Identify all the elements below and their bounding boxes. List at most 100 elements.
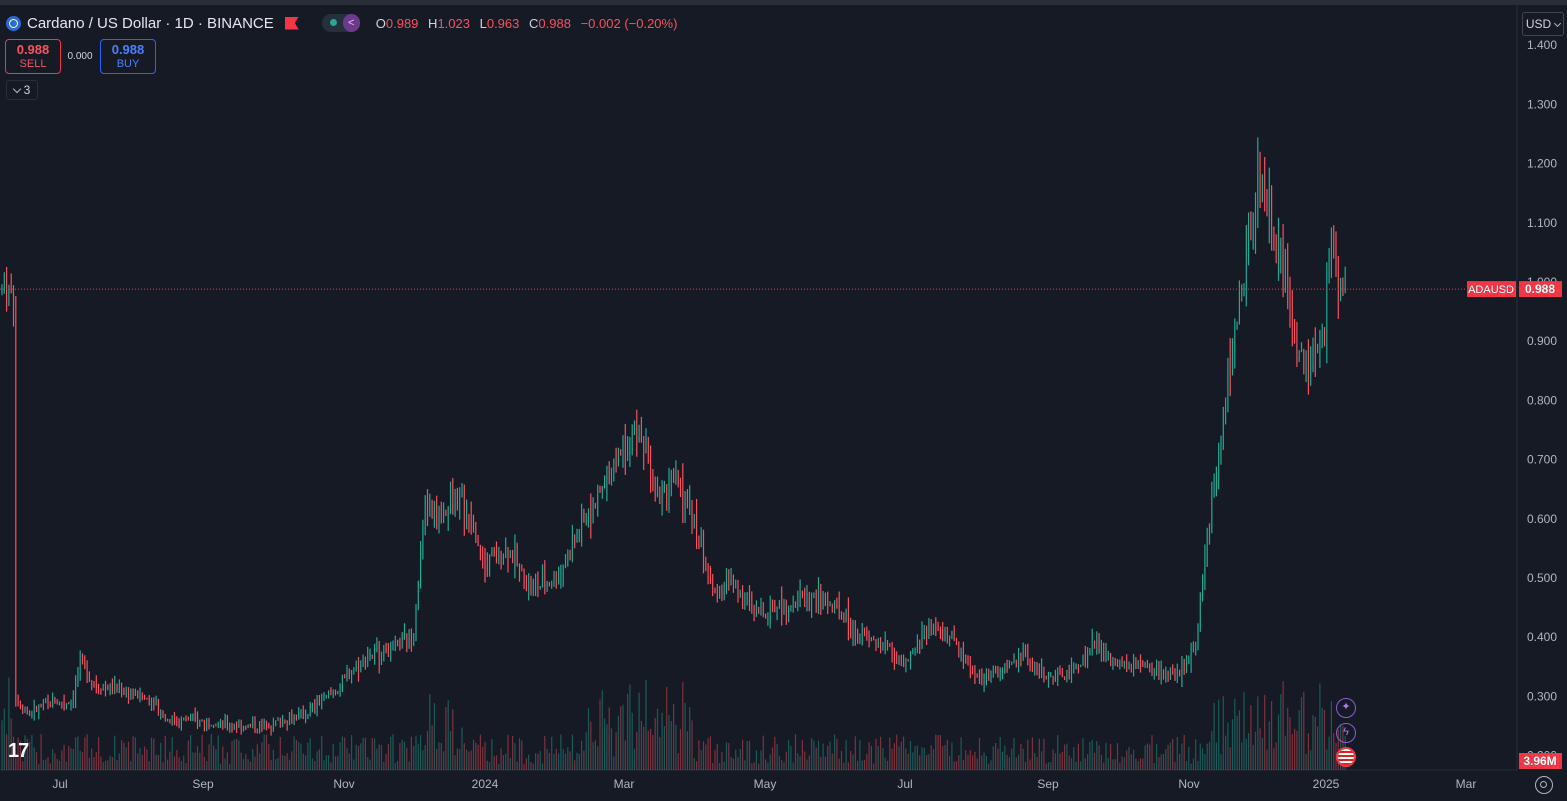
volume-bar xyxy=(1052,749,1054,770)
volume-bar xyxy=(311,758,314,770)
volume-bar xyxy=(528,754,530,770)
volume-bar xyxy=(114,735,116,770)
volume-bar xyxy=(636,731,638,770)
price-chart[interactable]: 1.4001.3001.2001.1001.0000.9000.8000.700… xyxy=(0,5,1567,801)
sell-button[interactable]: 0.988 SELL xyxy=(5,39,61,74)
volume-bar xyxy=(629,684,631,770)
volume-bar xyxy=(424,745,426,770)
buy-button[interactable]: 0.988 BUY xyxy=(100,39,156,74)
volume-bar xyxy=(1087,754,1089,770)
volume-bar xyxy=(1305,753,1307,770)
volume-bar xyxy=(1280,694,1282,770)
volume-bar xyxy=(781,760,783,770)
volume-bar xyxy=(606,724,608,770)
volume-bar xyxy=(679,729,682,770)
volume-bar xyxy=(1289,717,1291,770)
volume-bar xyxy=(164,735,166,770)
volume-bar xyxy=(121,740,123,770)
volume-bar xyxy=(406,747,408,770)
volume-bar xyxy=(58,760,61,770)
volume-bar xyxy=(817,740,820,770)
volume-bar xyxy=(583,750,585,770)
volume-bar xyxy=(484,741,486,770)
us-flag-event-icon[interactable] xyxy=(1336,747,1356,767)
volume-bar xyxy=(815,747,817,770)
volume-bar xyxy=(387,743,389,770)
open-value: 0.989 xyxy=(385,15,419,31)
volume-bar xyxy=(719,762,721,770)
volume-bar xyxy=(737,757,739,770)
volume-bar xyxy=(1333,733,1335,770)
volume-bar xyxy=(928,754,930,770)
tradingview-logo[interactable]: 17 xyxy=(8,740,29,762)
volume-bar xyxy=(958,755,960,770)
volume-bar xyxy=(930,745,932,770)
volume-bar xyxy=(852,754,854,770)
volume-bar xyxy=(153,738,155,770)
volume-bar xyxy=(231,741,233,770)
volume-bar xyxy=(905,748,907,770)
flag-icon[interactable] xyxy=(284,16,299,30)
volume-bar xyxy=(240,752,242,770)
volume-bar xyxy=(1229,747,1231,770)
volume-bar xyxy=(854,736,856,770)
volume-bar xyxy=(562,749,564,770)
volume-bar xyxy=(68,745,70,770)
volume-bar xyxy=(859,739,861,770)
volume-bar xyxy=(866,753,868,770)
volume-bar xyxy=(1199,743,1201,770)
volume-bar xyxy=(1314,716,1316,770)
volume-bar xyxy=(1172,739,1174,770)
volume-bar xyxy=(148,761,150,770)
volume-bar xyxy=(95,752,97,770)
volume-bar xyxy=(52,749,54,770)
volume-bar xyxy=(1121,756,1123,770)
volume-bar xyxy=(190,735,192,770)
volume-bar xyxy=(417,743,419,770)
lightning-event-icon[interactable]: ϟ xyxy=(1336,723,1356,743)
volume-bar xyxy=(70,748,72,770)
volume-bar xyxy=(429,694,431,770)
volume-bar xyxy=(774,736,776,770)
volume-bar xyxy=(1307,733,1309,770)
volume-bar xyxy=(721,752,723,770)
volume-bar xyxy=(1018,754,1020,770)
market-status-pill[interactable]: < xyxy=(321,14,360,32)
volume-bar xyxy=(691,720,693,770)
sparkle-event-icon[interactable]: ✦ xyxy=(1336,698,1356,718)
volume-bar xyxy=(620,706,622,770)
volume-bar xyxy=(771,747,774,770)
volume-bar xyxy=(242,759,245,770)
volume-bar xyxy=(397,760,399,770)
indicators-toggle-button[interactable]: 3 xyxy=(6,80,38,100)
volume-bar xyxy=(1084,758,1086,770)
volume-bar xyxy=(399,743,401,770)
volume-bar xyxy=(104,760,107,770)
volume-bar xyxy=(1300,697,1303,770)
volume-bar xyxy=(247,759,249,770)
volume-bar xyxy=(337,755,339,770)
currency-select[interactable]: USD xyxy=(1522,12,1564,36)
volume-bar xyxy=(362,737,364,770)
volume-bar xyxy=(512,735,514,770)
volume-bar xyxy=(656,708,659,770)
volume-bar xyxy=(376,748,378,770)
volume-bar xyxy=(748,740,751,770)
volume-bar xyxy=(132,736,134,770)
volume-bar xyxy=(880,736,882,770)
settings-gear-icon[interactable] xyxy=(1535,776,1553,794)
volume-bar xyxy=(109,755,111,770)
volume-bar xyxy=(1064,744,1066,770)
volume-bar xyxy=(169,751,171,770)
volume-bar xyxy=(604,718,606,770)
symbol-title[interactable]: Cardano / US Dollar · 1D · BINANCE xyxy=(27,14,274,32)
volume-bar xyxy=(1110,744,1112,770)
volume-bar xyxy=(834,734,836,770)
share-icon[interactable]: < xyxy=(342,14,360,32)
volume-bar xyxy=(157,755,159,770)
volume-bar xyxy=(277,757,279,770)
volume-bar xyxy=(1004,745,1006,770)
indicators-count: 3 xyxy=(23,83,31,97)
volume-bar xyxy=(475,742,477,770)
volume-bar xyxy=(990,760,992,770)
